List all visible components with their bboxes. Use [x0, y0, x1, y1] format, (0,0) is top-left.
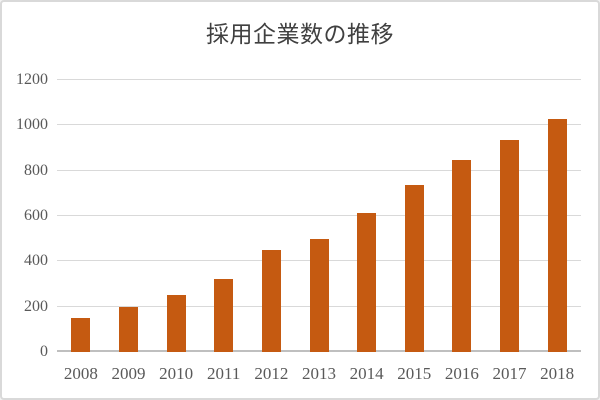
chart-title: 採用企業数の推移 [206, 22, 394, 47]
y-axis-tick-label: 400 [24, 252, 48, 270]
bar-2009 [118, 306, 138, 352]
x-axis-tick-label: 2016 [444, 364, 479, 383]
y-axis-tick-label: 1200 [16, 71, 48, 88]
bar-2013 [309, 238, 329, 352]
x-axis-tick-label: 2013 [302, 364, 336, 383]
x-axis-tick-label: 2009 [111, 364, 146, 383]
x-axis-tick-label: 2010 [159, 364, 194, 383]
bar-2017 [500, 140, 520, 352]
y-axis-tick-label: 600 [24, 207, 48, 224]
bar-2015 [404, 185, 424, 352]
gridline [57, 124, 581, 126]
y-axis-tick-label: 800 [24, 161, 48, 179]
y-axis-tick-label: 1000 [16, 116, 48, 134]
x-axis-tick-label: 2018 [540, 364, 575, 383]
bar-2018 [547, 118, 567, 352]
x-axis-tick-label: 2012 [254, 364, 289, 383]
x-axis: 2008 2009 2010 2011 2012 2013 2014 2015 2016 2017… [57, 362, 581, 388]
x-axis-tick-label: 2008 [63, 364, 98, 383]
bar-2016 [452, 160, 472, 352]
gridline [57, 79, 581, 80]
x-axis-tick-label: 2015 [397, 364, 432, 383]
x-axis-tick-label: 2011 [207, 364, 241, 383]
gridline [57, 215, 581, 216]
gridline [57, 169, 581, 171]
bar-2012 [261, 250, 281, 352]
bar-2014 [357, 212, 377, 352]
x-axis-tick-label: 2014 [349, 364, 384, 383]
x-axis-tick-label: 2017 [492, 364, 527, 383]
bar-2010 [166, 295, 186, 352]
bar-2011 [214, 279, 234, 352]
y-axis-tick-label: 0 [40, 343, 48, 360]
y-axis: 0 200 400 600 800 1000 1200 [2, 71, 48, 360]
y-axis-tick-label: 200 [24, 297, 48, 315]
plot-area [57, 79, 581, 352]
bar-2008 [71, 318, 91, 352]
